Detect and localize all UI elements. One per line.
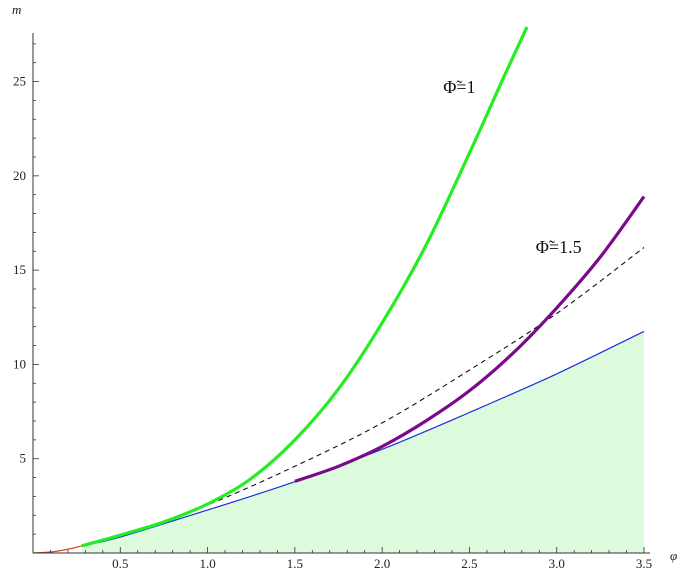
x-tick-label: 2.5 [461, 556, 477, 571]
series-group [32, 26, 646, 554]
y-tick-label: 20 [13, 168, 26, 183]
x-tick-label: 0.5 [112, 556, 128, 571]
shaded-region [81, 331, 644, 553]
x-tick-label: 3.0 [549, 556, 565, 571]
axes [32, 33, 650, 554]
y-tick-label: 10 [13, 356, 26, 371]
x-axis-label: φ [670, 548, 677, 563]
shaded-area [81, 331, 644, 553]
y-axis-label: m [12, 2, 21, 17]
x-tick-label: 2.0 [374, 556, 390, 571]
x-tick-label: 1.0 [199, 556, 215, 571]
y-tick-label: 15 [13, 262, 26, 277]
series-purple-line [294, 195, 646, 483]
annotation-phi-1-5: Φ̃=1.5 [536, 237, 582, 257]
y-tick-label: 25 [13, 74, 26, 89]
x-tick-label: 3.5 [636, 556, 652, 571]
tick-labels: 0.5 1.0 1.5 2.0 2.5 3.0 3.5 5 10 15 20 25 [13, 74, 652, 571]
series-green-line [81, 26, 529, 548]
annotation-phi-1: Φ̃=1 [443, 77, 475, 97]
x-tick-label: 1.5 [287, 556, 303, 571]
series-orange-line [32, 545, 83, 554]
y-tick-label: 5 [20, 451, 27, 466]
